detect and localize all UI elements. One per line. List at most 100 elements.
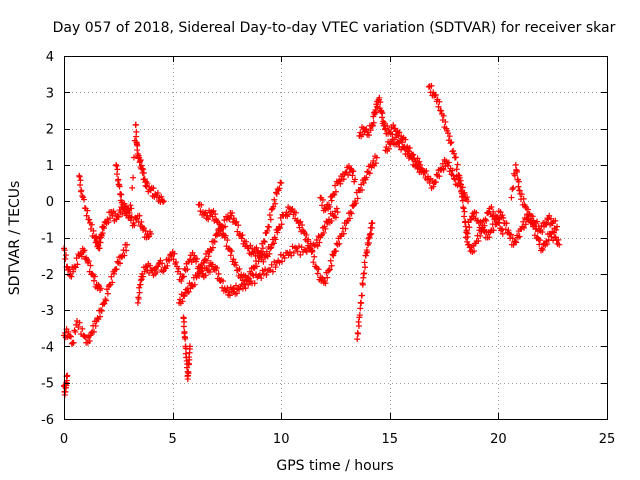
data-point	[128, 213, 135, 220]
data-point	[372, 160, 379, 167]
data-point	[182, 335, 189, 342]
data-point	[166, 257, 173, 264]
data-point	[123, 241, 130, 248]
data-point	[259, 245, 266, 252]
data-point	[136, 212, 143, 219]
data-point	[233, 218, 240, 225]
data-point	[99, 230, 106, 237]
data-point	[332, 248, 339, 255]
data-point	[185, 288, 192, 295]
data-point	[554, 223, 561, 230]
data-point	[352, 176, 359, 183]
data-point	[227, 252, 234, 259]
data-point	[348, 210, 355, 217]
data-point	[555, 236, 562, 243]
data-point	[202, 272, 209, 279]
x-tick-label: 10	[273, 432, 290, 447]
data-point	[292, 209, 299, 216]
data-point	[319, 196, 326, 203]
data-point	[219, 278, 226, 285]
data-point	[354, 336, 361, 343]
data-point	[392, 134, 399, 141]
series-track-m	[354, 219, 376, 343]
data-point	[507, 231, 514, 238]
data-point	[242, 285, 249, 292]
data-point	[481, 228, 488, 235]
data-point	[464, 194, 471, 201]
data-point	[103, 297, 110, 304]
data-point	[130, 154, 137, 161]
data-point	[254, 274, 261, 281]
data-point	[206, 268, 213, 275]
data-point	[104, 290, 111, 297]
data-point	[213, 264, 220, 271]
data-point	[205, 253, 212, 260]
data-point	[259, 267, 266, 274]
data-point	[526, 211, 533, 218]
data-point	[92, 322, 99, 329]
data-point	[131, 222, 138, 229]
data-point	[70, 268, 77, 275]
data-point	[529, 213, 536, 220]
data-point	[127, 202, 134, 209]
data-point	[457, 177, 464, 184]
data-point	[230, 256, 237, 263]
data-point	[369, 219, 376, 226]
data-point	[256, 271, 263, 278]
data-point	[158, 193, 165, 200]
data-point	[355, 322, 362, 329]
data-point	[454, 161, 461, 168]
data-point	[98, 307, 105, 314]
data-point	[245, 281, 252, 288]
data-point	[109, 279, 116, 286]
data-point	[322, 206, 329, 213]
series-track-e	[113, 121, 167, 217]
data-point	[545, 216, 552, 223]
data-point	[256, 252, 263, 259]
series-track-a	[61, 241, 130, 347]
data-point	[543, 220, 550, 227]
data-point	[500, 215, 507, 222]
data-point	[268, 244, 275, 251]
data-point	[366, 170, 373, 177]
data-point	[396, 129, 403, 136]
data-point	[358, 186, 365, 193]
data-point	[405, 147, 412, 154]
data-point	[390, 122, 397, 129]
data-point	[365, 240, 372, 247]
data-point	[269, 268, 276, 275]
data-point	[479, 222, 486, 229]
data-point	[86, 216, 93, 223]
data-point	[89, 270, 96, 277]
data-point	[181, 318, 188, 325]
data-point	[238, 271, 245, 278]
data-point	[286, 249, 293, 256]
data-point	[398, 139, 405, 146]
y-tick-label: 3	[46, 86, 54, 101]
data-point	[97, 313, 104, 320]
data-point	[435, 103, 442, 110]
series-track-h	[176, 209, 287, 307]
data-point	[344, 218, 351, 225]
data-point	[509, 235, 516, 242]
data-point	[233, 290, 240, 297]
data-point	[314, 243, 321, 250]
data-point	[459, 197, 466, 204]
data-point	[221, 217, 228, 224]
y-tick-label: 1	[46, 159, 54, 174]
data-points	[61, 82, 563, 398]
data-point	[239, 232, 246, 239]
data-point	[138, 218, 145, 225]
data-point	[367, 127, 374, 134]
data-point	[319, 202, 326, 209]
data-point	[206, 212, 213, 219]
data-point	[235, 222, 242, 229]
data-point	[510, 184, 517, 191]
series-track-o	[382, 134, 471, 205]
data-point	[77, 249, 84, 256]
data-point	[243, 238, 250, 245]
data-point	[358, 292, 365, 299]
data-point	[136, 289, 143, 296]
data-point	[464, 198, 471, 205]
